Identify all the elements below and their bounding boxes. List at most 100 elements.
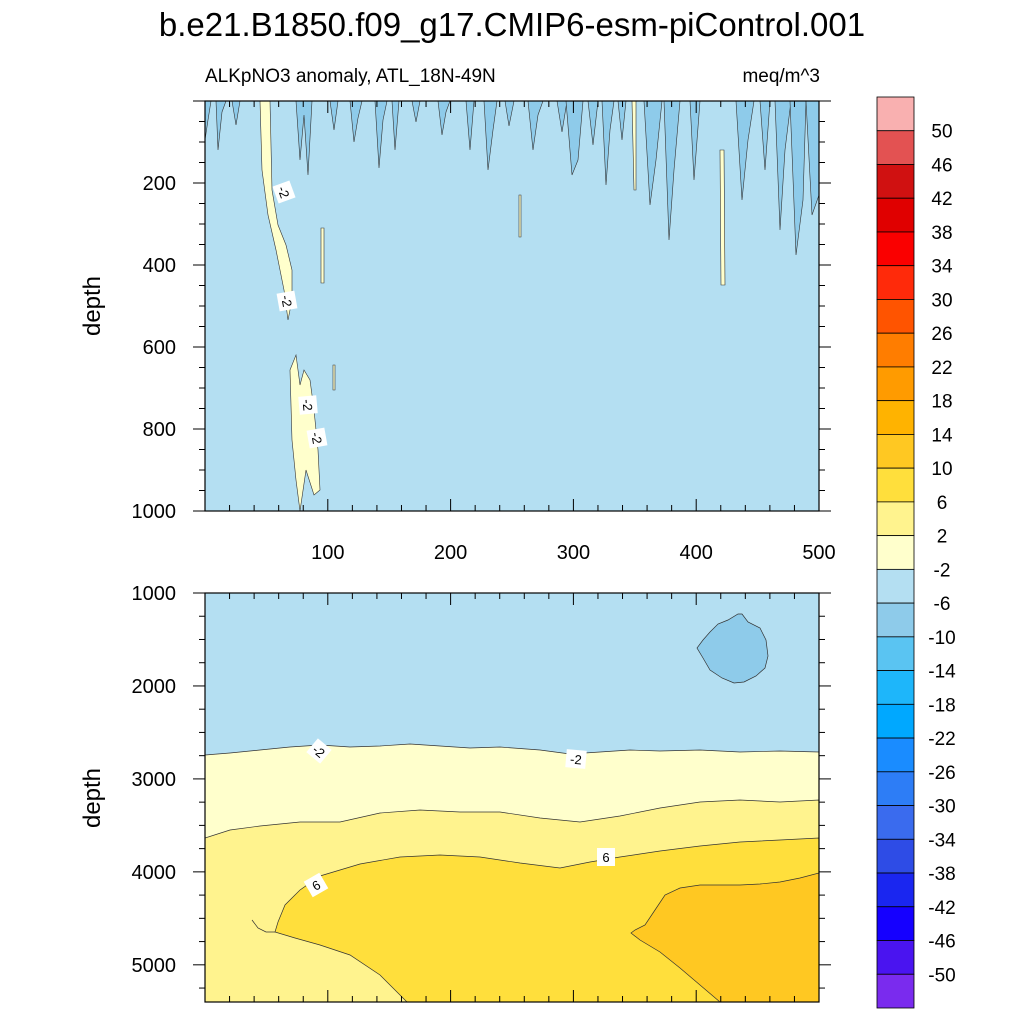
colorbar-box [876,96,915,132]
lower-plot-frame [204,592,820,1003]
colorbar-label: -6 [934,594,951,615]
colorbar-box [876,973,915,1009]
upper-surface-streaks [205,101,819,256]
colorbar-label: -14 [928,662,956,683]
colorbar-label: -34 [928,830,956,851]
svg-text:-2: -2 [570,752,583,768]
svg-text:-2: -2 [275,184,293,200]
upper-tick-labels: 100 200 300 400 500 200 400 600 800 1000 [132,173,836,564]
colorbar-label: 18 [931,392,952,413]
contour-label: -2 [298,395,318,415]
colorbar-label: 6 [937,493,948,514]
colorbar-box [876,197,915,233]
colorbar-label: -50 [928,965,955,986]
upper-contour-plot: -2 -2 -2 -2 100 200 300 400 5002004006008001… [79,100,836,564]
contour-label: -2 [306,738,332,764]
colorbar-box [876,332,915,368]
lower-axis-ticks [193,592,831,1002]
colorbar-box [876,838,915,874]
colorbar-label: 34 [931,257,953,278]
colorbar-boxes [876,96,915,1009]
x-tick-label: 400 [680,542,713,564]
y-tick-label: 400 [143,255,176,277]
colorbar-box [876,535,915,570]
colorbar-box [876,805,915,840]
colorbar-label: -42 [928,898,955,919]
colorbar-box [876,771,915,806]
y-tick-label: 1000 [132,583,177,605]
y-tick-label: 3000 [132,769,177,791]
colorbar-label: -38 [928,864,955,885]
colorbar-box [876,636,915,671]
lower-contour-labels: -2 -2 6 6 [303,738,615,898]
colorbar-label: -26 [928,763,955,784]
x-tick-label: 500 [802,542,835,564]
colorbar-label: 22 [931,358,952,379]
colorbar-box [876,602,915,638]
colorbar: 50 46 42 38 34 30 26 22 18 14 10 6 2 -2 -6 -10 -14 -18 -22… [876,96,956,1009]
colorbar-box [876,265,915,300]
colorbar-label: 30 [931,290,952,311]
colorbar-label: 26 [931,324,952,345]
colorbar-label: 2 [937,527,948,548]
lower-patch-minus10-minus6 [696,613,769,684]
colorbar-label: 14 [931,425,953,446]
y-tick-label: 5000 [132,955,177,977]
colorbar-label: 46 [931,155,952,176]
colorbar-label: 42 [931,189,952,210]
colorbar-box [876,366,915,402]
y-tick-label: 1000 [132,501,177,523]
y-tick-label: 4000 [132,862,177,884]
y-tick-label: 2000 [132,676,177,698]
colorbar-box [876,130,915,165]
colorbar-box [876,568,915,604]
colorbar-label: 38 [931,223,952,244]
svg-text:-2: -2 [278,294,295,308]
svg-text:-2: -2 [300,399,316,412]
colorbar-box [876,434,915,469]
colorbar-box [876,872,915,908]
lower-tick-labels: 1000 2000 3000 4000 5000 [132,583,177,977]
lower-contour-plot: -2 -2 6 6 1000 2000 3000 4000 5000 depth [79,583,831,1003]
contour-label: -2 [306,427,328,449]
figure-title: b.e21.B1850.f09_g17.CMIP6-esm-piControl.… [159,6,865,43]
colorbar-box [876,670,915,705]
contour-label: -2 [276,290,298,312]
colorbar-label: -18 [928,695,955,716]
x-tick-label: 200 [434,542,467,564]
colorbar-label: -46 [928,932,955,953]
svg-text:6: 6 [602,850,609,865]
x-tick-label: 100 [311,542,344,564]
panel-left-string: ALKpNO3 anomaly, ATL_18N-49N [205,66,496,87]
panel-units-string: meq/m^3 [742,66,820,87]
upper-contour-labels: -2 -2 -2 -2 [272,180,328,449]
colorbar-label: -2 [934,560,951,581]
colorbar-box [876,703,915,739]
colorbar-box [876,737,915,773]
colorbar-box [876,501,915,537]
contour-label: 6 [303,872,329,898]
upper-axis-ticks [193,100,831,512]
colorbar-label: -22 [928,729,955,750]
colorbar-box [876,164,915,199]
contour-label: 6 [597,848,615,866]
colorbar-box [876,400,915,435]
colorbar-box [876,299,915,334]
colorbar-label: -10 [928,628,955,649]
colorbar-box [876,467,915,503]
lower-band-10-14 [630,872,819,1002]
contour-label: -2 [565,749,587,769]
svg-text:-2: -2 [308,431,325,445]
colorbar-label: 10 [931,459,952,480]
y-tick-label: 800 [143,419,176,441]
colorbar-box [876,906,915,941]
colorbar-label: -30 [928,797,955,818]
y-tick-label: 200 [143,173,176,195]
colorbar-labels: 50 46 42 38 34 30 26 22 18 14 10 6 2 -2 -6 -10 -14 -18 -22… [928,122,956,987]
lower-y-axis-label: depth [79,768,106,828]
colorbar-box [876,231,915,267]
y-tick-label: 600 [143,337,176,359]
contour-label: -2 [272,180,296,204]
x-tick-label: 300 [557,542,590,564]
